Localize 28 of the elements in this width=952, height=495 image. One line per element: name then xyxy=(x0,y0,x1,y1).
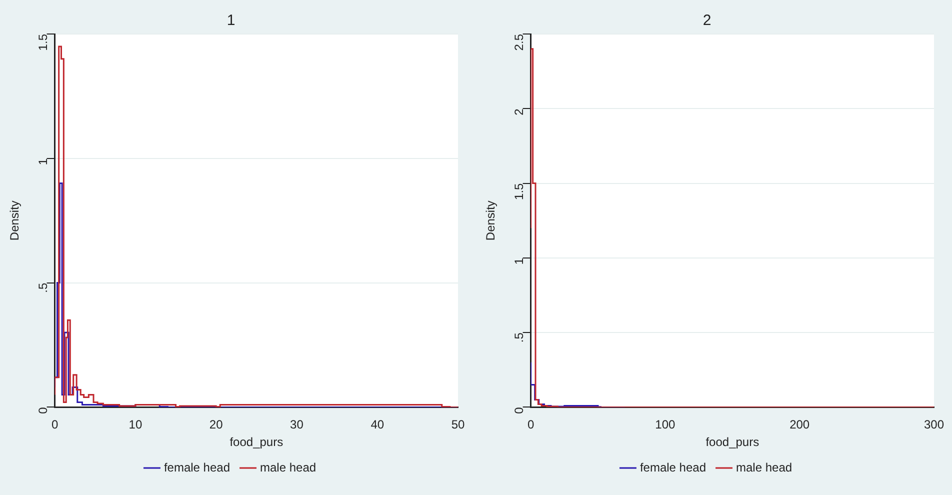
x-tick-label: 300 xyxy=(924,418,944,432)
y-tick-label: 0 xyxy=(36,406,50,414)
x-tick-label: 20 xyxy=(209,418,224,432)
y-tick-label: 2 xyxy=(512,108,526,116)
legend-label: female head xyxy=(164,460,230,474)
y-tick-label: .5 xyxy=(512,332,526,343)
x-tick-label: 200 xyxy=(790,418,810,432)
legend-label: male head xyxy=(736,460,792,474)
x-tick-label: 30 xyxy=(290,418,304,432)
x-axis-title: food_purs xyxy=(230,435,284,450)
y-tick-label: 1.5 xyxy=(512,182,526,200)
x-axis-title: food_purs xyxy=(706,435,760,450)
x-tick-label: 40 xyxy=(370,418,384,432)
x-tick-label: 50 xyxy=(451,418,465,432)
y-tick-label: 2.5 xyxy=(512,34,526,51)
chart-title: 2 xyxy=(702,12,712,30)
y-tick-label: 0 xyxy=(512,406,526,414)
chart-title: 1 xyxy=(226,12,236,30)
y-axis-title: Density xyxy=(8,200,22,241)
y-tick-label: 1 xyxy=(512,258,526,265)
x-tick-label: 10 xyxy=(128,418,142,432)
y-axis-title: Density xyxy=(484,200,498,241)
y-tick-label: 1 xyxy=(36,158,50,166)
legend-label: male head xyxy=(260,460,316,474)
legend-label: female head xyxy=(640,460,706,474)
x-tick-label: 100 xyxy=(655,418,676,432)
y-tick-label: 1.5 xyxy=(36,34,50,51)
y-tick-label: .5 xyxy=(36,282,50,293)
